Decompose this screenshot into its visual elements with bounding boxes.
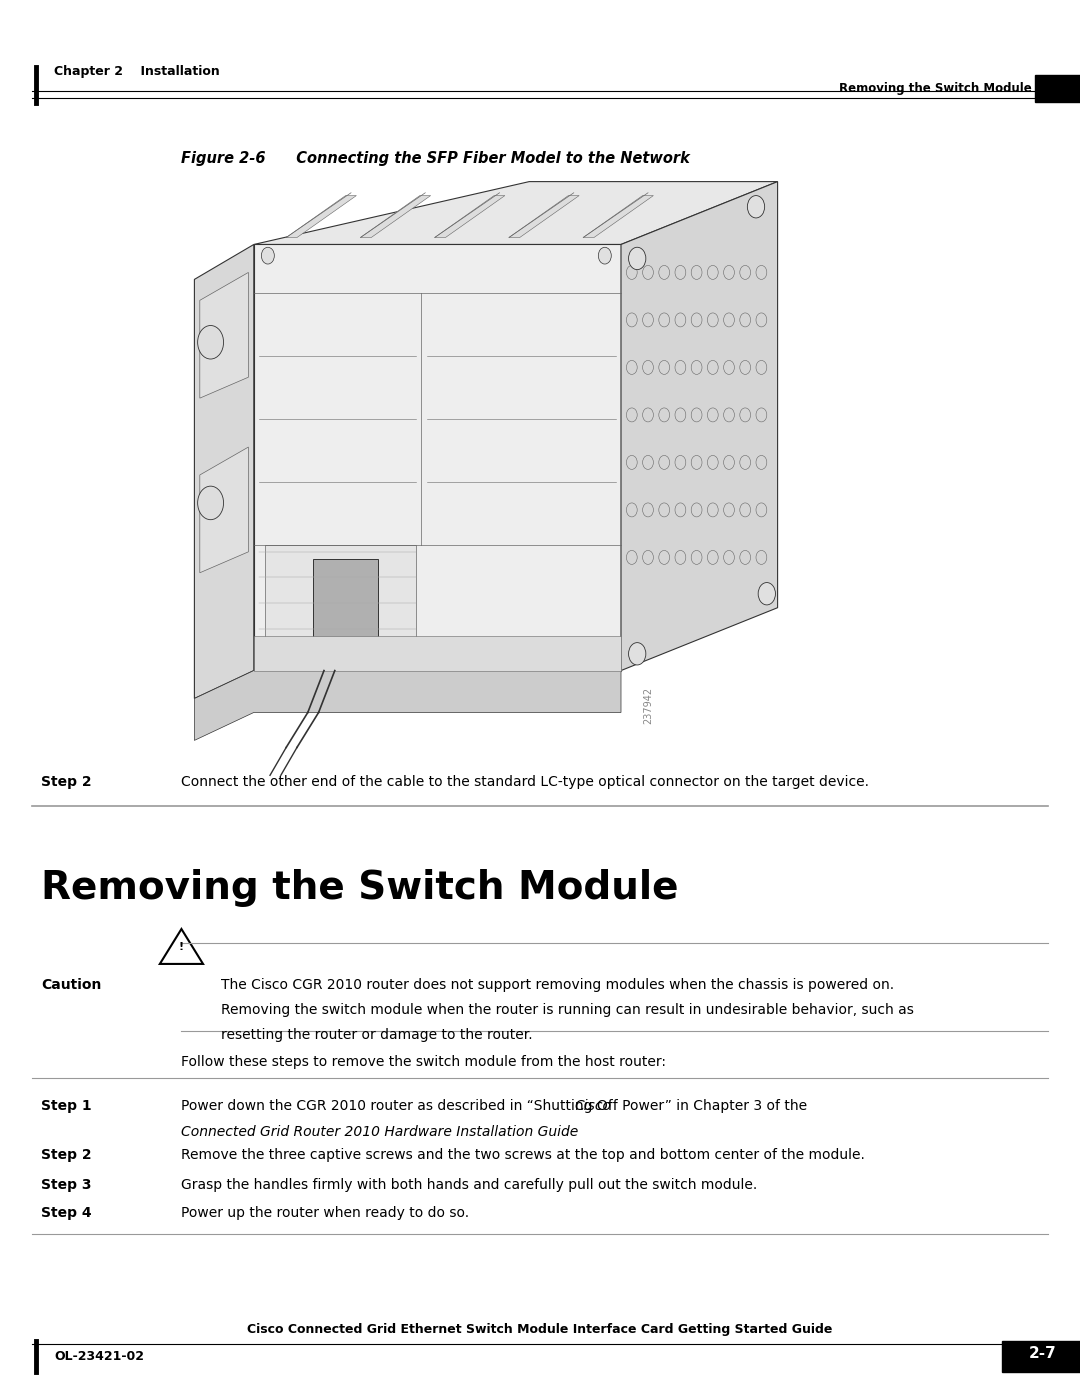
Polygon shape bbox=[254, 244, 621, 671]
Text: Step 2: Step 2 bbox=[41, 775, 92, 789]
Text: Removing the Switch Module: Removing the Switch Module bbox=[41, 869, 678, 907]
Polygon shape bbox=[286, 196, 356, 237]
Polygon shape bbox=[313, 559, 378, 657]
Text: resetting the router or damage to the router.: resetting the router or damage to the ro… bbox=[221, 1028, 534, 1042]
Polygon shape bbox=[194, 244, 254, 698]
Bar bbox=[1035, 75, 1080, 102]
Circle shape bbox=[598, 247, 611, 264]
Circle shape bbox=[629, 247, 646, 270]
Circle shape bbox=[747, 196, 765, 218]
Text: Removing the switch module when the router is running can result in undesirable : Removing the switch module when the rout… bbox=[221, 1003, 915, 1017]
Text: Connect the other end of the cable to the standard LC-type optical connector on : Connect the other end of the cable to th… bbox=[181, 775, 869, 789]
Text: .: . bbox=[423, 1125, 428, 1139]
Text: Remove the three captive screws and the two screws at the top and bottom center : Remove the three captive screws and the … bbox=[181, 1148, 865, 1162]
Text: Step 4: Step 4 bbox=[41, 1206, 92, 1220]
Circle shape bbox=[261, 247, 274, 264]
Text: Cisco Connected Grid Ethernet Switch Module Interface Card Getting Started Guide: Cisco Connected Grid Ethernet Switch Mod… bbox=[247, 1323, 833, 1336]
Circle shape bbox=[261, 651, 274, 668]
Polygon shape bbox=[265, 545, 416, 668]
Bar bbox=[1002, 1341, 1080, 1372]
Circle shape bbox=[598, 651, 611, 668]
Polygon shape bbox=[621, 182, 778, 671]
Text: Connected Grid Router 2010 Hardware Installation Guide: Connected Grid Router 2010 Hardware Inst… bbox=[181, 1125, 579, 1139]
Text: !: ! bbox=[179, 942, 184, 953]
Circle shape bbox=[629, 643, 646, 665]
Text: Step 2: Step 2 bbox=[41, 1148, 92, 1162]
Text: Step 1: Step 1 bbox=[41, 1099, 92, 1113]
Polygon shape bbox=[194, 671, 621, 740]
Text: Power down the CGR 2010 router as described in “Shutting Off Power” in Chapter 3: Power down the CGR 2010 router as descri… bbox=[181, 1099, 812, 1113]
Circle shape bbox=[198, 326, 224, 359]
Text: Figure 2-6      Connecting the SFP Fiber Model to the Network: Figure 2-6 Connecting the SFP Fiber Mode… bbox=[181, 151, 690, 166]
Polygon shape bbox=[361, 196, 431, 237]
Text: 2-7: 2-7 bbox=[1028, 1347, 1056, 1361]
Text: Follow these steps to remove the switch module from the host router:: Follow these steps to remove the switch … bbox=[181, 1055, 666, 1069]
Text: Removing the Switch Module: Removing the Switch Module bbox=[839, 82, 1031, 95]
Text: Chapter 2    Installation: Chapter 2 Installation bbox=[54, 66, 219, 78]
Circle shape bbox=[198, 486, 224, 520]
Text: Grasp the handles firmly with both hands and carefully pull out the switch modul: Grasp the handles firmly with both hands… bbox=[181, 1178, 758, 1192]
Polygon shape bbox=[200, 272, 248, 398]
Text: OL-23421-02: OL-23421-02 bbox=[54, 1350, 144, 1363]
Text: 237942: 237942 bbox=[643, 687, 653, 724]
Polygon shape bbox=[435, 196, 505, 237]
Text: Caution: Caution bbox=[41, 978, 102, 992]
Polygon shape bbox=[200, 447, 248, 573]
Polygon shape bbox=[509, 196, 579, 237]
Polygon shape bbox=[254, 636, 621, 671]
Polygon shape bbox=[583, 196, 653, 237]
Circle shape bbox=[758, 583, 775, 605]
Text: Power up the router when ready to do so.: Power up the router when ready to do so. bbox=[181, 1206, 470, 1220]
Text: Step 3: Step 3 bbox=[41, 1178, 92, 1192]
Text: Cisco: Cisco bbox=[575, 1099, 612, 1113]
Text: The Cisco CGR 2010 router does not support removing modules when the chassis is : The Cisco CGR 2010 router does not suppo… bbox=[221, 978, 894, 992]
Polygon shape bbox=[254, 182, 778, 244]
